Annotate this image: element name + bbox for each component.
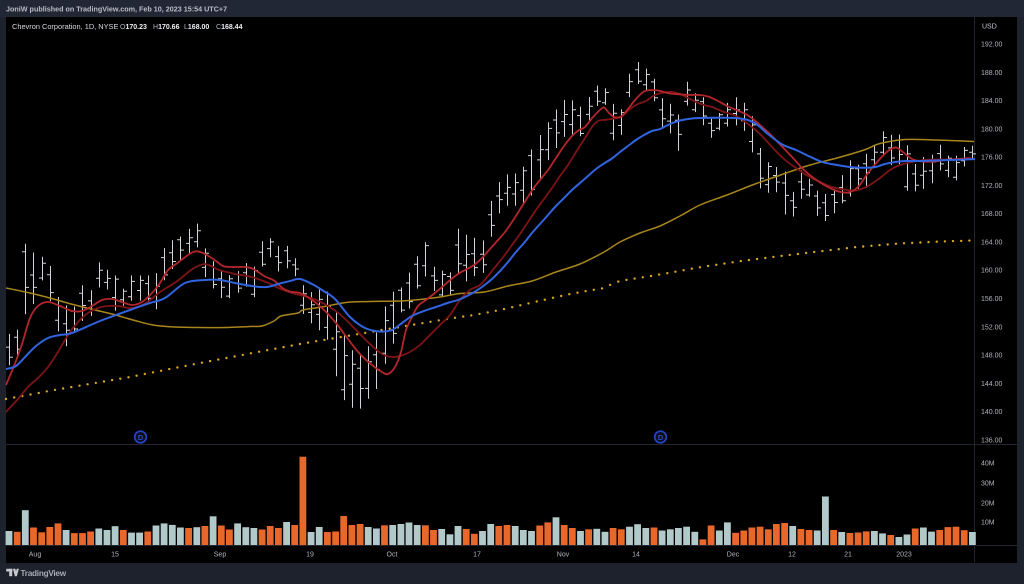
svg-text:TradingView: TradingView	[21, 569, 67, 578]
svg-text:14: 14	[632, 552, 640, 559]
svg-text:160.00: 160.00	[981, 268, 1003, 275]
svg-text:Aug: Aug	[29, 552, 42, 559]
svg-text:30M: 30M	[981, 481, 995, 488]
svg-text:10M: 10M	[981, 520, 995, 527]
svg-text:Chevron Corporation, 1D, NYSE: Chevron Corporation, 1D, NYSE	[12, 22, 118, 31]
svg-text:148.00: 148.00	[981, 353, 1003, 360]
svg-text:184.00: 184.00	[981, 98, 1003, 105]
svg-text:17: 17	[473, 552, 481, 559]
svg-text:12: 12	[788, 552, 796, 559]
svg-text:192.00: 192.00	[981, 42, 1003, 49]
svg-text:Nov: Nov	[557, 552, 570, 559]
svg-text:Dec: Dec	[727, 552, 740, 559]
svg-text:140.00: 140.00	[981, 409, 1003, 416]
svg-text:136.00: 136.00	[981, 437, 1003, 444]
svg-text:H170.66: H170.66	[153, 24, 180, 31]
svg-text:164.00: 164.00	[981, 240, 1003, 247]
svg-text:144.00: 144.00	[981, 381, 1003, 388]
svg-text:180.00: 180.00	[981, 126, 1003, 133]
svg-text:JoniW published on TradingView: JoniW published on TradingView.com, Feb …	[6, 4, 227, 13]
svg-text:2023: 2023	[896, 552, 912, 559]
svg-text:D: D	[658, 433, 664, 442]
svg-text:188.00: 188.00	[981, 70, 1003, 77]
svg-text:156.00: 156.00	[981, 296, 1003, 303]
svg-text:C168.44: C168.44	[216, 24, 243, 31]
svg-text:USD: USD	[982, 24, 997, 31]
svg-text:21: 21	[844, 552, 852, 559]
svg-text:168.00: 168.00	[981, 211, 1003, 218]
svg-text:Oct: Oct	[387, 552, 398, 559]
svg-text:O170.23: O170.23	[120, 24, 147, 31]
svg-text:Sep: Sep	[214, 552, 227, 559]
svg-text:L168.00: L168.00	[184, 24, 209, 31]
svg-text:D: D	[138, 433, 144, 442]
svg-text:40M: 40M	[981, 461, 995, 468]
svg-text:19: 19	[306, 552, 314, 559]
svg-text:20M: 20M	[981, 501, 995, 508]
svg-text:15: 15	[111, 552, 119, 559]
svg-text:172.00: 172.00	[981, 183, 1003, 190]
svg-text:176.00: 176.00	[981, 155, 1003, 162]
svg-text:152.00: 152.00	[981, 324, 1003, 331]
